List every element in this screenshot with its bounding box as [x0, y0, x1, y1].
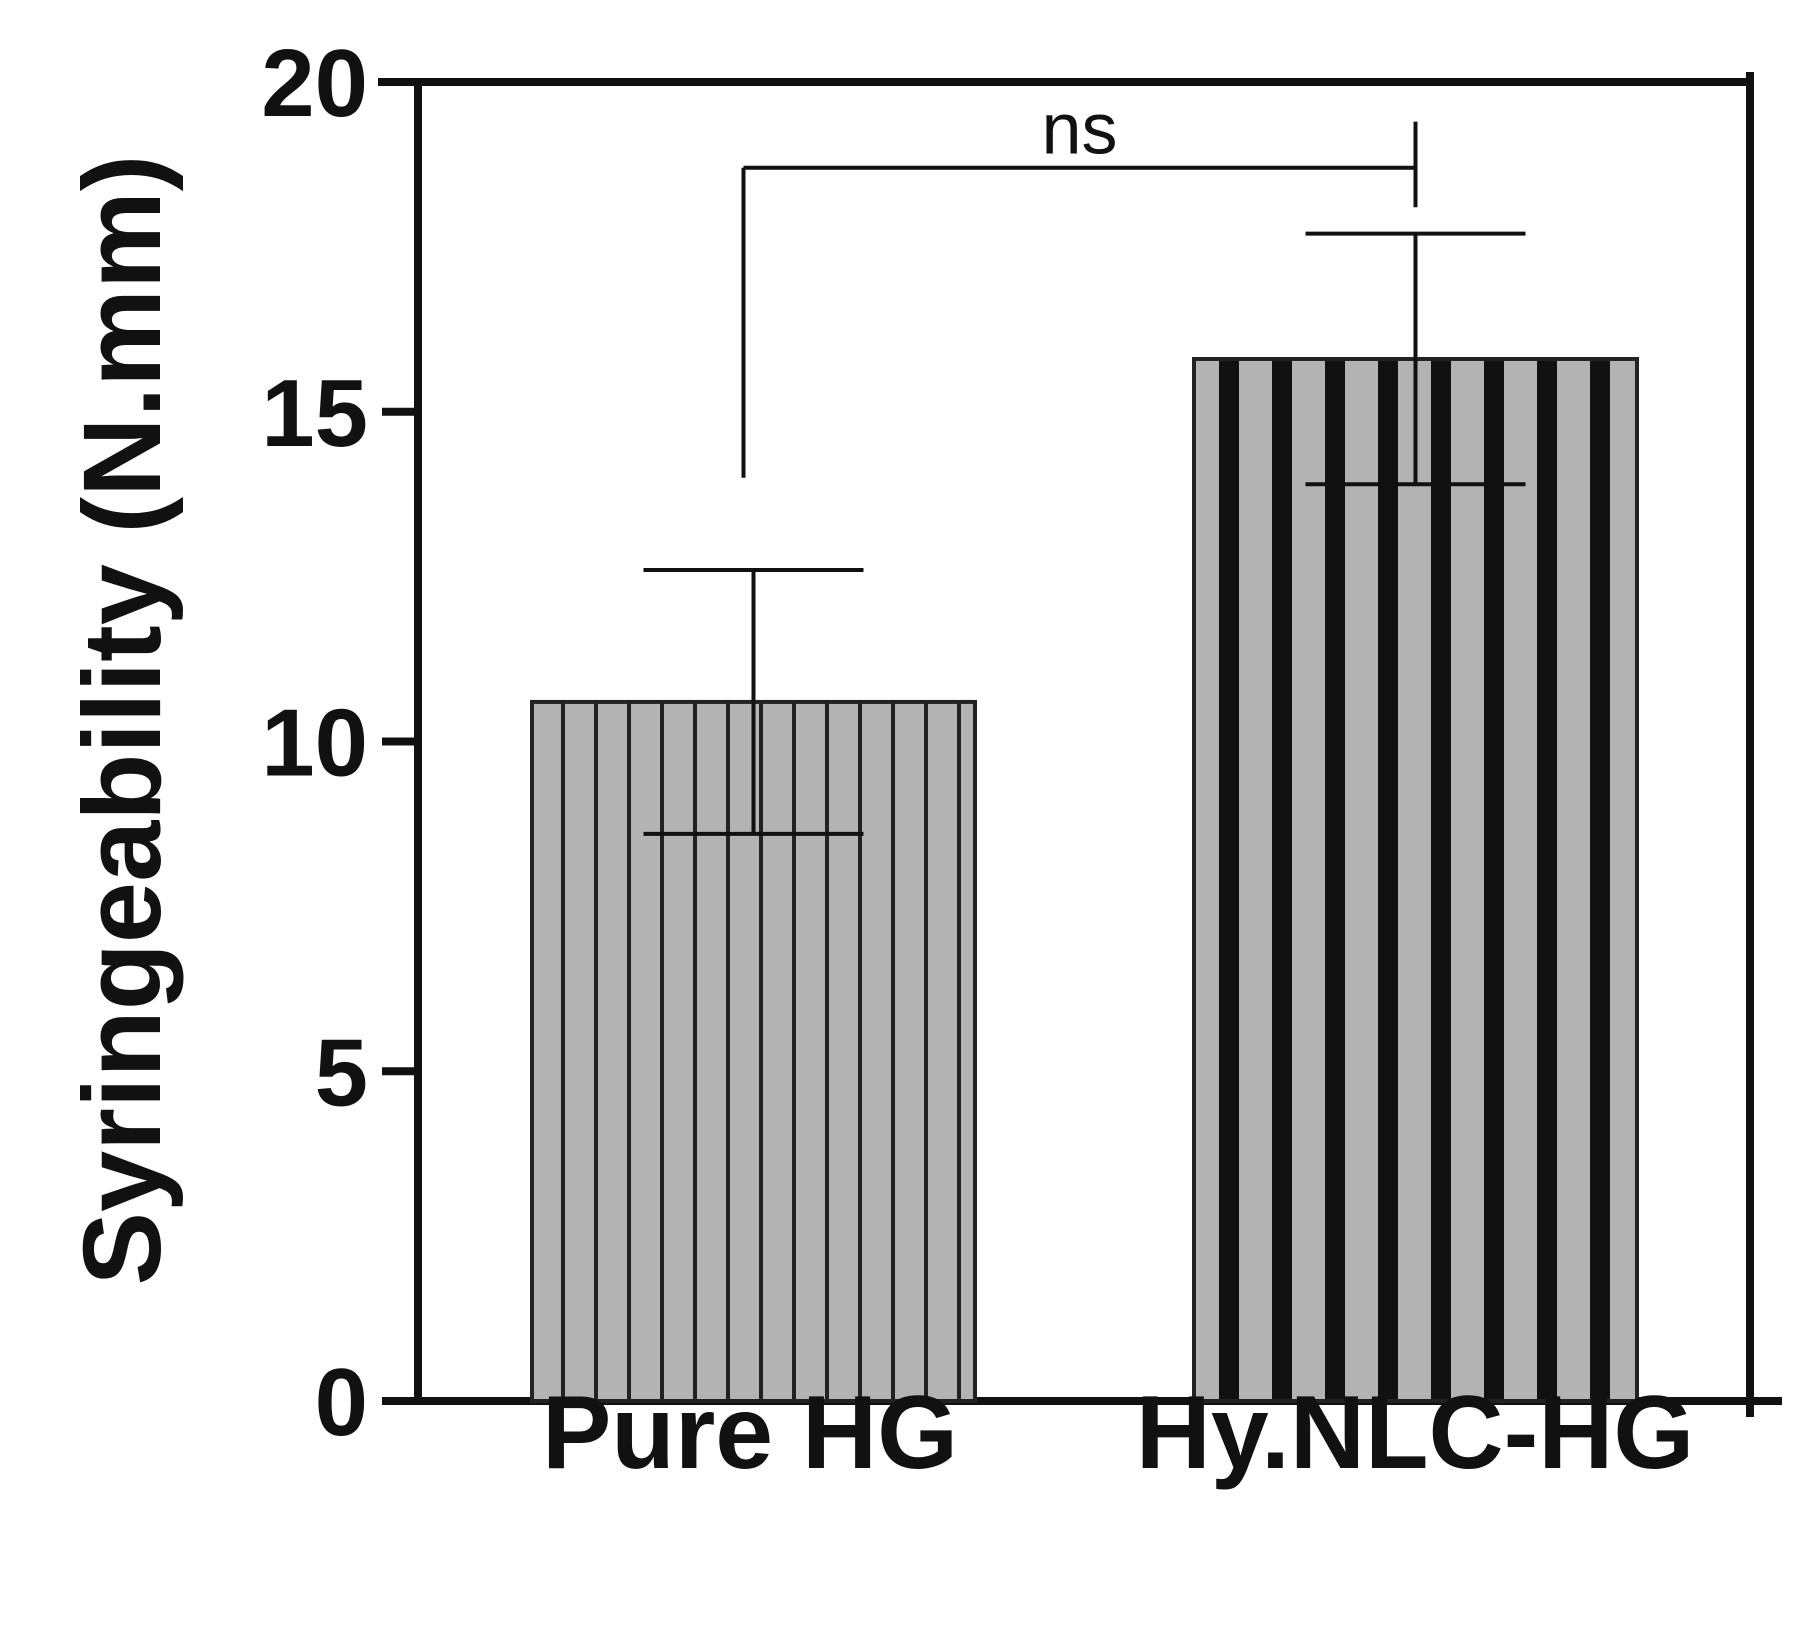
significance-bracket [741, 121, 1418, 478]
y-axis-label: Syringeability (N.mm) [61, 155, 184, 1286]
y-ticks: 0 5 10 15 20 [261, 30, 418, 1456]
y-tick-label: 0 [315, 1349, 368, 1456]
y-tick-label: 5 [315, 1019, 368, 1126]
error-bars [643, 231, 1526, 836]
category-label-hy-nlc-hg: Hy.NLC-HG [1136, 1375, 1695, 1491]
significance-label: ns [1041, 90, 1117, 170]
y-tick-label: 10 [261, 690, 368, 797]
y-tick-label: 15 [261, 360, 368, 467]
category-labels: Pure HG Hy.NLC-HG [542, 1375, 1694, 1491]
y-tick-label: 20 [261, 30, 368, 137]
bars [530, 356, 1639, 1403]
bar-hy-nlc-hg [1192, 356, 1639, 1403]
category-label-pure-hg: Pure HG [542, 1375, 958, 1491]
